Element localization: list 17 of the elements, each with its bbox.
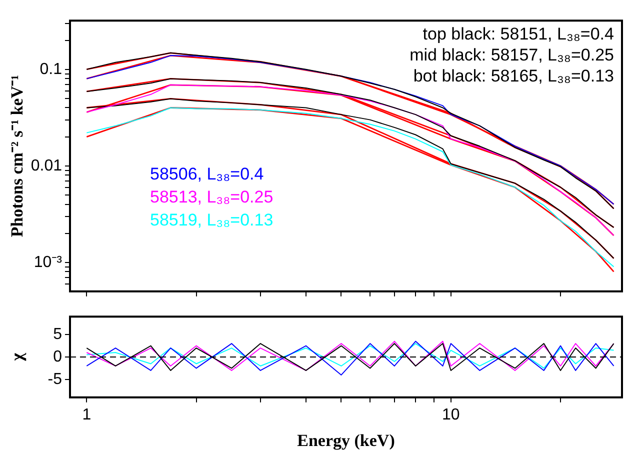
annotation: bot black: 58165, L₃₈=0.13 <box>413 66 614 86</box>
y-axis-title: χ <box>8 352 27 362</box>
annotation: top black: 58151, L₃₈=0.4 <box>422 24 614 44</box>
y-tick-label: 0 <box>53 348 62 366</box>
text: 58513, L₃₈=0.25 <box>150 188 274 207</box>
x-tick-label: 1 <box>82 406 92 424</box>
y-tick-label: 0.01 <box>30 157 62 174</box>
x-axis-title: Energy (keV) <box>297 431 395 450</box>
annotation: mid black: 58157, L₃₈=0.25 <box>410 45 614 64</box>
y-tick-label: 10⁻³ <box>34 254 63 271</box>
y-tick-label: 0.1 <box>40 60 62 78</box>
text: 58519, L₃₈=0.13 <box>150 210 274 230</box>
y-tick-label: -5 <box>48 370 62 388</box>
text: 58506, L₃₈=0.4 <box>150 164 264 184</box>
y-axis-title: Photons cm⁻² s⁻¹ keV⁻¹ <box>8 74 27 238</box>
y-tick-label: 5 <box>53 326 62 343</box>
x-tick-label: 10 <box>442 406 460 424</box>
